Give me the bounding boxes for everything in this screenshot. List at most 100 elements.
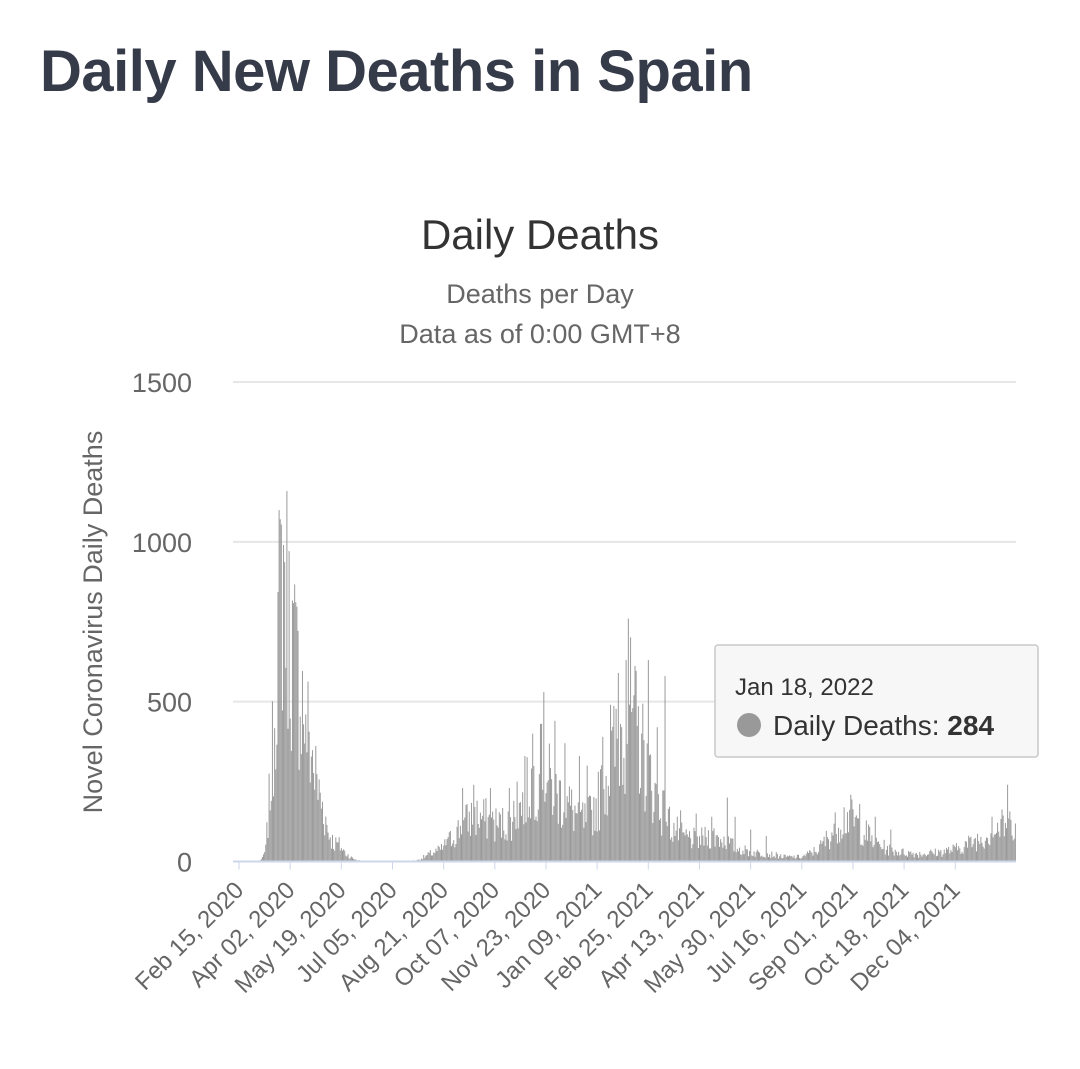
bar[interactable] xyxy=(879,844,881,862)
bar[interactable] xyxy=(658,820,660,862)
bar[interactable] xyxy=(947,849,949,862)
bar[interactable] xyxy=(486,838,488,862)
bar[interactable] xyxy=(734,816,736,862)
bar[interactable] xyxy=(308,731,310,862)
bar[interactable] xyxy=(656,727,658,862)
bar[interactable] xyxy=(894,849,896,862)
bar[interactable] xyxy=(309,782,311,862)
bar[interactable] xyxy=(769,854,771,862)
bar[interactable] xyxy=(336,842,338,862)
bar[interactable] xyxy=(558,780,560,862)
bar[interactable] xyxy=(677,840,679,862)
bar[interactable] xyxy=(903,854,905,862)
bar[interactable] xyxy=(492,811,494,862)
bar[interactable] xyxy=(854,817,856,862)
bar[interactable] xyxy=(529,818,531,862)
bar[interactable] xyxy=(765,835,767,862)
bar[interactable] xyxy=(323,824,325,862)
bar[interactable] xyxy=(588,795,590,862)
bar[interactable] xyxy=(792,857,794,862)
bar[interactable] xyxy=(860,844,862,862)
bar[interactable] xyxy=(657,794,659,862)
bar[interactable] xyxy=(730,838,732,862)
bar[interactable] xyxy=(618,785,620,862)
bar[interactable] xyxy=(749,851,751,862)
bar[interactable] xyxy=(821,843,823,862)
bar[interactable] xyxy=(265,844,267,862)
bar[interactable] xyxy=(1010,819,1012,862)
bar[interactable] xyxy=(663,790,665,862)
bar[interactable] xyxy=(858,818,860,862)
bar[interactable] xyxy=(949,853,951,862)
bar[interactable] xyxy=(975,851,977,862)
bar[interactable] xyxy=(300,754,302,862)
bar[interactable] xyxy=(628,704,630,862)
bar[interactable] xyxy=(267,838,269,862)
bar[interactable] xyxy=(968,835,970,862)
bar[interactable] xyxy=(782,858,784,862)
bar[interactable] xyxy=(290,750,292,862)
bar[interactable] xyxy=(266,822,268,862)
bar[interactable] xyxy=(562,824,564,862)
bar[interactable] xyxy=(342,850,343,862)
bar[interactable] xyxy=(572,810,574,862)
bar[interactable] xyxy=(1011,835,1013,862)
bar[interactable] xyxy=(841,838,843,862)
bar[interactable] xyxy=(605,775,607,862)
bar[interactable] xyxy=(673,822,675,862)
bar[interactable] xyxy=(635,670,637,862)
bar[interactable] xyxy=(591,809,593,862)
bar[interactable] xyxy=(733,851,735,862)
bar[interactable] xyxy=(328,839,330,862)
bar[interactable] xyxy=(902,848,904,862)
bar[interactable] xyxy=(671,837,673,862)
bar[interactable] xyxy=(279,519,281,862)
bar[interactable] xyxy=(937,855,939,862)
bar[interactable] xyxy=(515,829,517,862)
bar[interactable] xyxy=(354,859,356,862)
bar[interactable] xyxy=(726,797,728,862)
bar[interactable] xyxy=(691,848,693,862)
bar[interactable] xyxy=(889,844,891,862)
bar[interactable] xyxy=(933,854,935,862)
bar[interactable] xyxy=(440,844,442,862)
bar[interactable] xyxy=(941,856,943,862)
bar[interactable] xyxy=(756,849,758,862)
bar[interactable] xyxy=(301,670,303,862)
bar[interactable] xyxy=(268,773,270,862)
bar[interactable] xyxy=(874,816,876,862)
bar[interactable] xyxy=(710,848,712,862)
bar[interactable] xyxy=(1008,818,1010,862)
bar[interactable] xyxy=(651,790,653,862)
bar[interactable] xyxy=(355,859,357,862)
bar[interactable] xyxy=(751,855,753,862)
bar[interactable] xyxy=(505,834,507,862)
bar[interactable] xyxy=(459,825,461,862)
bar[interactable] xyxy=(814,851,816,862)
bar[interactable] xyxy=(812,855,814,862)
bar[interactable] xyxy=(795,857,797,862)
bar[interactable] xyxy=(711,816,713,862)
bar[interactable] xyxy=(943,849,945,862)
bar[interactable] xyxy=(925,856,927,862)
bar[interactable] xyxy=(566,796,568,862)
bar[interactable] xyxy=(522,792,524,862)
bar[interactable] xyxy=(549,768,551,862)
bar[interactable] xyxy=(964,841,966,862)
bar[interactable] xyxy=(905,855,907,862)
bar[interactable] xyxy=(463,820,465,862)
bar[interactable] xyxy=(851,799,853,862)
bar[interactable] xyxy=(316,774,318,862)
bar[interactable] xyxy=(896,855,898,862)
bar[interactable] xyxy=(762,856,764,862)
bar[interactable] xyxy=(898,851,900,862)
bar[interactable] xyxy=(715,835,717,862)
bar[interactable] xyxy=(477,823,479,862)
bar[interactable] xyxy=(695,813,697,862)
bar[interactable] xyxy=(904,855,906,862)
bar[interactable] xyxy=(676,816,678,862)
bar[interactable] xyxy=(670,839,672,862)
bar[interactable] xyxy=(668,806,670,862)
bar[interactable] xyxy=(337,842,339,862)
bar[interactable] xyxy=(824,846,826,862)
